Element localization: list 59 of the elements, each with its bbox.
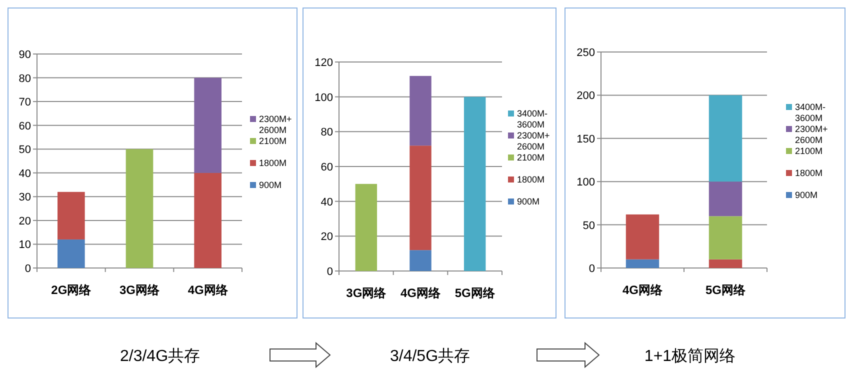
- y-tick-label: 0: [588, 263, 595, 275]
- text: 1+1极简网络: [644, 348, 736, 365]
- y-tick-label: 100: [576, 176, 595, 189]
- y-tick-label: 90: [18, 49, 31, 61]
- legend-label: 2300M+2600M: [517, 130, 550, 152]
- legend-label: 2100M: [517, 152, 545, 162]
- y-tick-label: 100: [314, 92, 333, 104]
- y-tick-label: 20: [18, 215, 31, 228]
- y-tick-label: 200: [576, 90, 595, 102]
- legend-label: 1800M: [259, 158, 287, 168]
- legend-label: 2100M: [259, 136, 287, 146]
- bar: [58, 192, 85, 240]
- legend-label: 2300M+2600M: [259, 114, 292, 135]
- bar: [708, 216, 742, 260]
- y-tick-label: 50: [18, 144, 31, 156]
- legend-label: 2100M: [795, 146, 823, 156]
- bar: [194, 172, 222, 268]
- x-tick-label: 3G网络: [119, 283, 160, 297]
- y-tick-label: 120: [314, 57, 333, 69]
- x-tick-label: 3G网络: [346, 286, 388, 300]
- y-tick-label: 80: [320, 126, 333, 139]
- y-tick-label: 70: [18, 96, 31, 109]
- bar: [126, 149, 154, 268]
- y-tick-label: 0: [326, 266, 333, 278]
- y-tick-label: 30: [18, 192, 31, 204]
- y-tick-label: 50: [582, 220, 595, 232]
- x-tick-label: 4G网络: [188, 283, 229, 297]
- legend-label: 1800M: [517, 174, 545, 184]
- y-tick-label: 250: [576, 47, 595, 59]
- x-tick-label: 4G网络: [622, 283, 664, 297]
- x-tick-label: 5G网络: [705, 283, 746, 297]
- bar: [708, 95, 742, 182]
- y-tick-label: 0: [24, 263, 31, 275]
- legend-label: 3400M-3600M: [795, 102, 826, 123]
- y-tick-label: 80: [18, 72, 31, 85]
- y-tick-label: 150: [576, 133, 595, 146]
- legend-label: 900M: [259, 180, 282, 190]
- y-tick-label: 10: [18, 239, 31, 252]
- bar: [58, 239, 85, 268]
- legend-label: 900M: [517, 196, 540, 206]
- text: 3/4/5G共存: [390, 347, 470, 365]
- y-tick-label: 40: [320, 196, 333, 208]
- legend-label: 900M: [795, 190, 818, 200]
- y-tick-label: 60: [320, 162, 333, 174]
- legend-label: 2300M+2600M: [795, 124, 828, 145]
- x-tick-label: 4G网络: [400, 286, 442, 300]
- text: 2/3/4G共存: [120, 347, 200, 365]
- bar: [708, 182, 742, 216]
- legend-label: 3400M-3600M: [517, 108, 548, 130]
- bar: [626, 214, 660, 260]
- legend-label: 1800M: [795, 168, 823, 178]
- x-tick-label: 5G网络: [454, 286, 496, 300]
- y-tick-label: 60: [18, 120, 31, 132]
- bar: [708, 259, 742, 268]
- bar: [194, 78, 222, 173]
- y-tick-label: 40: [18, 168, 31, 180]
- bar: [626, 259, 660, 268]
- y-tick-label: 20: [320, 231, 333, 244]
- x-tick-label: 2G网络: [51, 283, 92, 297]
